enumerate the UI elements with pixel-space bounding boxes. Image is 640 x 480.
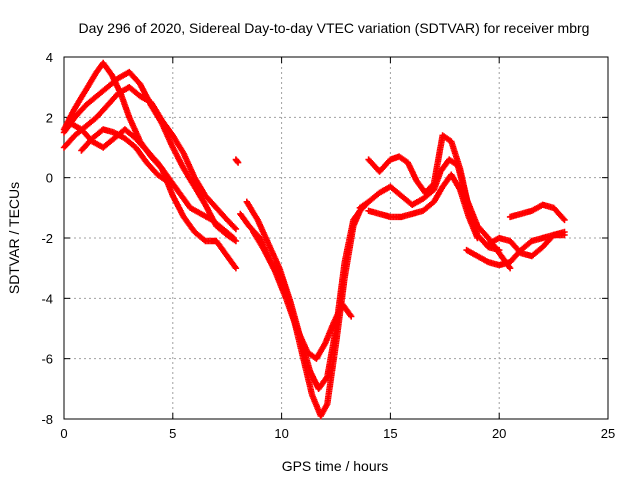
data-point: [232, 265, 240, 272]
data-point: [496, 246, 503, 254]
data-point: [230, 234, 237, 242]
series-isolated: [232, 156, 242, 166]
x-tick-label: 0: [60, 426, 67, 441]
y-tick-label: -6: [41, 352, 53, 367]
data-point: [561, 228, 568, 236]
data-point: [347, 311, 354, 319]
series-track-11: [365, 171, 481, 242]
chart-title: Day 296 of 2020, Sidereal Day-to-day VTE…: [79, 20, 590, 36]
series-track-4: [67, 120, 237, 242]
y-tick-label: -4: [41, 291, 53, 306]
series-track-3: [60, 84, 240, 233]
grid: [64, 57, 608, 419]
series-group: [60, 59, 568, 420]
data-point: [561, 216, 568, 224]
x-tick-label: 10: [274, 426, 288, 441]
series-track-13: [506, 201, 568, 224]
data-point: [474, 234, 481, 242]
y-tick-label: 0: [46, 171, 53, 186]
data-point: [323, 374, 330, 382]
data-point: [348, 313, 355, 320]
data-point: [506, 265, 514, 272]
series-track-5: [78, 126, 170, 184]
series-track-7: [243, 198, 366, 392]
y-tick-label: 2: [46, 110, 53, 125]
data-point: [232, 225, 240, 233]
series-track-8: [250, 228, 355, 362]
y-tick-label: -2: [41, 231, 53, 246]
x-tick-label: 25: [601, 426, 615, 441]
data-point: [229, 233, 236, 241]
x-tick-label: 15: [383, 426, 397, 441]
data-point: [560, 215, 567, 222]
y-tick-label: -8: [41, 412, 53, 427]
data-point: [163, 177, 170, 184]
y-axis-label: SDTVAR / TECUs: [6, 182, 22, 294]
x-axis-label: GPS time / hours: [282, 458, 389, 474]
data-point: [234, 159, 242, 166]
data-point: [231, 224, 238, 231]
x-tick-label: 5: [169, 426, 176, 441]
series-track-14: [485, 228, 568, 260]
axis-ticks: 0 5 10 15 20 25 -8 -6 -4 -2 0 2 4: [41, 50, 615, 441]
x-tick-label: 20: [492, 426, 506, 441]
y-tick-label: 4: [46, 50, 53, 65]
